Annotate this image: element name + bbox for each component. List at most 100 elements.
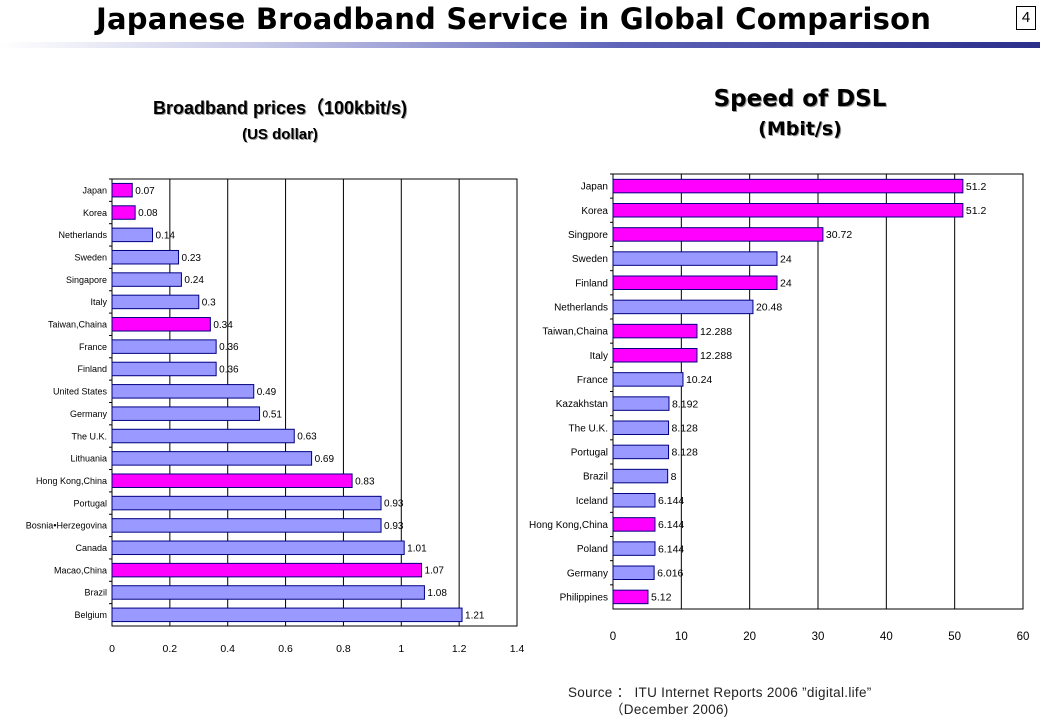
price-category-label: The U.K. [71,431,107,441]
page-title: Japanese Broadband Service in Global Com… [96,2,932,36]
price-bar [111,607,463,623]
dsl-bar [612,420,670,435]
dsl-category-label: Taiwan,Chaina [542,327,608,338]
price-category-label: United States [53,387,108,397]
price-value-label: 0.36 [219,365,239,376]
dsl-value-label: 12.288 [700,350,732,362]
dsl-bar [612,227,824,242]
price-bar [111,473,353,488]
dsl-category-label: Sweden [572,254,608,265]
price-value-label: 0.07 [135,186,155,197]
dsl-value-label: 5.12 [651,592,672,604]
price-bar [111,406,261,421]
price-value-label: 0.51 [263,409,283,420]
price-bar [111,249,180,265]
price-x-tick-label: 0.2 [163,643,178,655]
price-value-label: 0.23 [182,253,202,264]
price-category-label: Taiwan,Chaina [48,320,107,330]
dsl-category-label: Singpore [568,230,608,241]
price-bar [111,205,136,220]
price-bar [111,317,211,332]
page-number: 4 [1016,6,1036,30]
dsl-bar [612,444,670,460]
price-value-label: 0.93 [384,521,404,532]
dsl-x-tick-label: 40 [880,631,893,643]
price-category-label: Belgium [74,610,107,620]
price-category-label: Macao,China [54,565,107,575]
dsl-bar [612,323,698,339]
dsl-value-label: 6.144 [658,495,684,507]
price-value-label: 1.21 [465,610,485,621]
price-bar [111,585,425,600]
dsl-bar [612,493,656,508]
price-category-label: Italy [90,297,107,307]
price-bar [111,294,200,310]
dsl-x-tick-label: 10 [675,631,688,643]
price-bar [111,272,182,287]
price-x-tick-label: 0.6 [278,643,293,655]
price-category-label: Germany [70,409,108,419]
dsl-value-label: 30.72 [826,229,852,241]
price-category-label: Singapore [66,275,107,285]
dsl-bar [612,299,754,315]
dsl-bar [612,468,669,484]
dsl-value-label: 20.48 [756,302,782,314]
dsl-category-label: Japan [581,182,608,193]
dsl-value-label: 12.288 [700,326,732,338]
dsl-category-label: Poland [577,544,608,555]
dsl-category-label: Germany [567,568,608,579]
dsl-value-label: 6.144 [658,543,684,555]
price-x-tick-label: 1 [398,643,404,655]
dsl-category-label: Korea [581,206,608,217]
price-plot-frame [111,178,518,627]
price-bar [111,518,382,533]
price-bar [111,428,295,444]
right-chart-subtitle: (Mbit/s) [758,118,842,140]
dsl-value-label: 8.192 [672,398,698,410]
price-x-tick-label: 0.8 [336,643,351,655]
price-value-label: 1.08 [427,588,447,599]
price-value-label: 0.63 [297,432,317,443]
price-value-label: 0.49 [257,387,277,398]
dsl-value-label: 51.2 [966,181,987,193]
dsl-category-label: Brazil [583,472,608,483]
dsl-x-tick-label: 60 [1017,631,1030,643]
dsl-x-tick-label: 50 [948,631,961,643]
price-value-label: 0.83 [355,476,375,487]
dsl-category-label: Iceland [576,496,608,507]
title-underline [0,42,1040,48]
dsl-value-label: 8.128 [672,423,698,435]
dsl-bar [612,372,684,387]
dsl-bar [612,275,778,290]
source-line1: Source ： ITU Internet Reports 2006 ”digi… [568,685,872,700]
dsl-bar [612,251,778,266]
dsl-category-label: Hong Kong,China [529,520,608,531]
price-category-label: France [79,342,107,352]
dsl-bar [612,589,649,605]
price-bar [111,540,405,556]
price-category-label: Portugal [73,498,107,508]
price-value-label: 0.24 [184,275,204,286]
price-bar [111,339,217,354]
price-bar [111,451,313,466]
dsl-value-label: 51.2 [966,205,987,217]
dsl-bar [612,541,656,556]
price-x-tick-label: 1.2 [452,643,467,655]
price-value-label: 0.69 [315,454,335,465]
right-chart-title: Speed of DSL [713,86,887,112]
dsl-value-label: 8.128 [672,447,698,459]
dsl-x-tick-label: 30 [812,631,825,643]
dsl-value-label: 6.144 [658,519,684,531]
left-chart-subtitle: (US dollar) [242,126,318,143]
dsl-value-label: 8 [671,471,677,483]
dsl-value-label: 6.016 [657,568,683,580]
dsl-value-label: 10.24 [686,374,712,386]
dsl-category-label: France [577,375,609,386]
source-line2: （December 2006) [610,702,729,717]
price-x-tick-label: 1.4 [510,643,525,655]
price-category-label: Lithuania [70,454,107,464]
price-category-label: Bosnia•Herzegovina [26,521,107,531]
dsl-category-label: The U.K. [569,423,608,434]
dsl-value-label: 24 [780,253,792,265]
price-value-label: 0.08 [138,208,158,219]
